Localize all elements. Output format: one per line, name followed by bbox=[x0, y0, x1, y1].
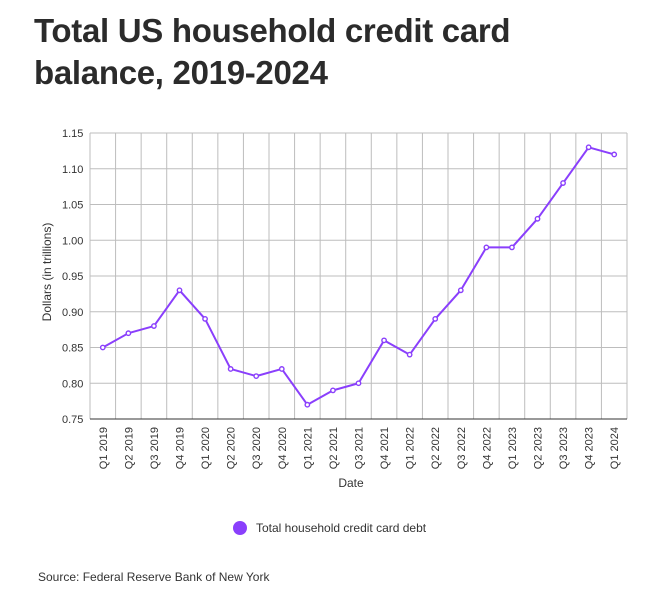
x-tick-label: Q2 2019 bbox=[123, 427, 135, 469]
x-tick-label: Q3 2023 bbox=[558, 427, 570, 469]
data-point bbox=[253, 373, 260, 379]
y-tick-labels: 0.75 0.80 0.85 0.90 0.95 1.00 1.05 1.10 1.15 bbox=[62, 128, 83, 426]
x-tick-label: Q1 2020 bbox=[200, 427, 212, 469]
chart-title: Total US household credit card balance, … bbox=[34, 12, 511, 91]
x-tick-labels: Q1 2019 Q2 2019 Q3 2019 Q4 2019 Q1 2020 Q2 20… bbox=[98, 427, 621, 469]
data-point bbox=[202, 315, 208, 322]
x-tick-label: Q3 2021 bbox=[354, 427, 366, 469]
x-tick-label: Q2 2020 bbox=[226, 427, 238, 469]
legend-label: Total household credit card debt bbox=[256, 521, 427, 535]
y-tick-label: 0.80 bbox=[62, 378, 83, 390]
x-tick-label: Q1 2021 bbox=[302, 427, 314, 469]
y-tick-label: 0.75 bbox=[62, 414, 83, 426]
y-tick-label: 1.15 bbox=[62, 128, 83, 140]
legend-swatch-icon bbox=[233, 521, 247, 535]
x-tick-label: Q4 2021 bbox=[379, 427, 391, 469]
x-tick-label: Q1 2022 bbox=[405, 427, 417, 469]
data-point bbox=[176, 287, 183, 294]
data-point bbox=[330, 387, 336, 394]
data-point bbox=[151, 323, 157, 329]
data-point bbox=[355, 380, 362, 387]
x-tick-label: Q4 2022 bbox=[481, 427, 493, 469]
x-tick-label: Q2 2021 bbox=[328, 427, 340, 469]
y-tick-label: 1.10 bbox=[62, 164, 83, 176]
data-point bbox=[483, 244, 490, 251]
y-tick-label: 0.85 bbox=[62, 343, 83, 355]
data-point bbox=[457, 287, 464, 294]
x-tick-label: Q3 2020 bbox=[251, 427, 263, 469]
data-point bbox=[99, 344, 106, 351]
x-tick-label: Q3 2019 bbox=[149, 427, 161, 469]
y-tick-label: 1.05 bbox=[62, 200, 83, 212]
x-tick-label: Q2 2023 bbox=[533, 427, 545, 469]
series-layer bbox=[99, 144, 618, 408]
data-point bbox=[432, 315, 439, 322]
data-point bbox=[304, 401, 311, 408]
x-tick-label: Q2 2022 bbox=[430, 427, 442, 469]
source-note: Source: Federal Reserve Bank of New York bbox=[38, 570, 270, 584]
x-tick-label: Q3 2022 bbox=[456, 427, 468, 469]
x-tick-label: Q1 2019 bbox=[98, 427, 110, 469]
data-point bbox=[611, 151, 618, 158]
data-point bbox=[278, 366, 285, 372]
data-point bbox=[509, 244, 515, 251]
x-tick-label: Q1 2024 bbox=[609, 427, 621, 469]
x-tick-label: Q4 2019 bbox=[175, 427, 187, 469]
data-point bbox=[406, 351, 413, 358]
data-point bbox=[227, 366, 234, 372]
y-axis-label: Dollars (in trillions) bbox=[40, 223, 54, 322]
x-axis-label: Date bbox=[338, 476, 364, 490]
data-point bbox=[560, 180, 566, 186]
x-tick-label: Q4 2023 bbox=[584, 427, 596, 469]
data-point bbox=[125, 330, 132, 337]
x-tick-label: Q1 2023 bbox=[507, 427, 519, 469]
y-tick-label: 0.90 bbox=[62, 307, 83, 319]
y-tick-label: 0.95 bbox=[62, 271, 83, 283]
data-point bbox=[381, 337, 387, 344]
data-point bbox=[585, 144, 592, 151]
chart-grid bbox=[89, 132, 628, 420]
x-tick-label: Q4 2020 bbox=[277, 427, 289, 469]
legend: Total household credit card debt bbox=[233, 521, 426, 535]
data-point bbox=[534, 215, 541, 222]
y-tick-label: 1.00 bbox=[62, 235, 83, 247]
